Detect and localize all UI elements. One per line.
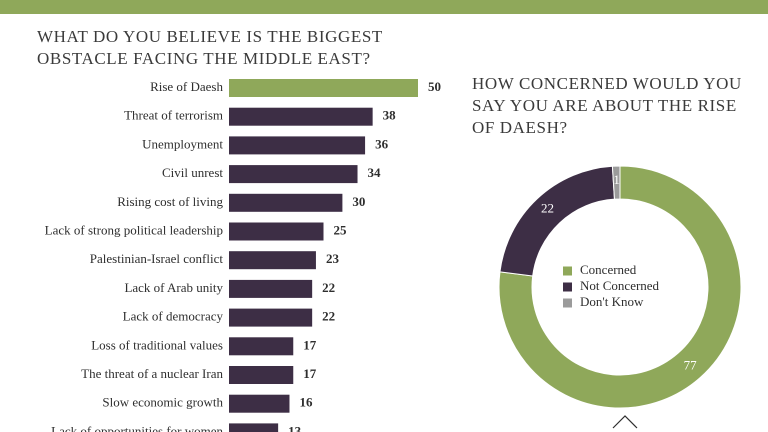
bar bbox=[229, 423, 279, 432]
value-label: 23 bbox=[326, 251, 340, 266]
donut-slice bbox=[498, 165, 742, 409]
value-label: 38 bbox=[383, 108, 397, 123]
category-label: Rising cost of living bbox=[117, 194, 223, 209]
bar bbox=[229, 136, 366, 155]
legend-label: Not Concerned bbox=[580, 278, 660, 293]
bar bbox=[229, 165, 358, 184]
legend-swatch bbox=[563, 282, 572, 292]
category-label: The threat of a nuclear Iran bbox=[81, 366, 223, 381]
bar bbox=[229, 251, 316, 270]
category-label: Threat of terrorism bbox=[124, 108, 223, 123]
chart-title: WHAT DO YOU BELIEVE IS THE BIGGEST bbox=[37, 27, 383, 46]
value-label: 34 bbox=[368, 165, 382, 180]
category-label: Lack of strong political leadership bbox=[45, 222, 223, 237]
value-label: 16 bbox=[299, 395, 313, 410]
bar bbox=[229, 79, 418, 97]
donut-slice bbox=[499, 165, 616, 277]
chart-title: OF DAESH? bbox=[472, 118, 568, 137]
category-label: Rise of Daesh bbox=[150, 79, 223, 94]
legend-label: Concerned bbox=[580, 262, 637, 277]
top-band bbox=[0, 0, 768, 14]
value-label: 25 bbox=[334, 222, 348, 237]
category-label: Palestinian-Israel conflict bbox=[90, 251, 224, 266]
legend-swatch bbox=[563, 266, 572, 276]
category-label: Lack of Arab unity bbox=[124, 280, 223, 295]
legend-label: Don't Know bbox=[580, 294, 644, 309]
category-label: Unemployment bbox=[142, 136, 223, 151]
value-label: 22 bbox=[322, 309, 335, 324]
chevron bbox=[612, 415, 638, 429]
category-label: Civil unrest bbox=[162, 165, 223, 180]
value-label: 36 bbox=[375, 136, 389, 151]
bar bbox=[229, 394, 290, 413]
slice-label: 1 bbox=[613, 172, 620, 187]
chart-title: OBSTACLE FACING THE MIDDLE EAST? bbox=[37, 49, 371, 68]
donut-slice bbox=[611, 165, 621, 200]
legend-swatch bbox=[563, 298, 572, 308]
category-label: Slow economic growth bbox=[102, 395, 223, 410]
value-label: 17 bbox=[303, 366, 317, 381]
chart-title: SAY YOU ARE ABOUT THE RISE bbox=[472, 96, 737, 115]
bar bbox=[229, 279, 313, 298]
bar bbox=[229, 337, 294, 356]
value-label: 17 bbox=[303, 337, 317, 352]
category-label: Lack of opportunities for women bbox=[51, 423, 223, 432]
bar bbox=[229, 366, 294, 384]
bar bbox=[229, 308, 313, 327]
value-label: 50 bbox=[428, 79, 441, 94]
bar bbox=[229, 222, 324, 241]
slice-label: 22 bbox=[541, 201, 554, 216]
category-label: Loss of traditional values bbox=[91, 337, 223, 352]
bar bbox=[229, 193, 343, 212]
bar bbox=[229, 107, 373, 126]
category-label: Lack of democracy bbox=[123, 309, 224, 324]
value-label: 22 bbox=[322, 280, 335, 295]
chart-title: HOW CONCERNED WOULD YOU bbox=[472, 74, 742, 93]
slice-label: 77 bbox=[684, 357, 698, 372]
value-label: 13 bbox=[288, 423, 302, 432]
value-label: 30 bbox=[352, 194, 365, 209]
